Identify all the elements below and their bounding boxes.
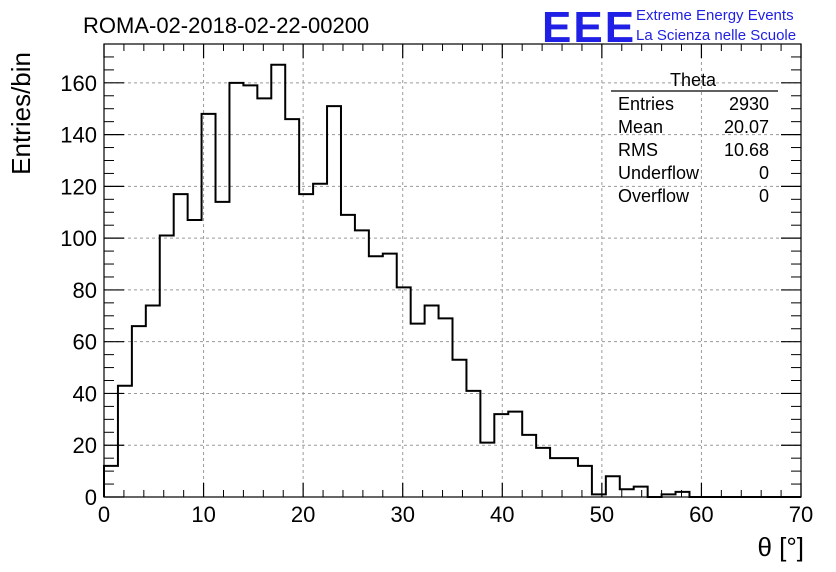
- histogram-bin: [508, 412, 522, 497]
- stats-label: Overflow: [618, 186, 690, 206]
- histogram-bin: [564, 458, 578, 497]
- histogram-bin: [327, 106, 341, 497]
- stats-title: Theta: [670, 70, 717, 90]
- stats-label: RMS: [618, 140, 658, 160]
- chart-title: ROMA-02-2018-02-22-00200: [83, 13, 369, 38]
- y-axis-label: Entries/bin: [6, 52, 36, 175]
- histogram-bin: [216, 202, 230, 497]
- stats-value: 0: [759, 186, 769, 206]
- histogram-bin: [466, 391, 480, 497]
- stats-label: Mean: [618, 117, 663, 137]
- y-tick-label: 140: [60, 123, 97, 148]
- x-tick-label: 30: [390, 502, 414, 527]
- eee-logo-line-2: La Scienza nelle Scuole: [636, 27, 796, 44]
- histogram-bin: [453, 360, 467, 497]
- y-tick-labels: 0 20 40 60 80 100 120 140 160: [60, 71, 97, 510]
- axis-ticks: [103, 43, 802, 498]
- y-tick-label: 0: [85, 485, 97, 510]
- histogram-bin: [118, 386, 132, 497]
- eee-logo: EEE Extreme Energy Events La Scienza nel…: [542, 3, 796, 52]
- x-tick-labels: 0 10 20 30 40 50 60 70: [98, 502, 813, 527]
- y-tick-label: 40: [73, 381, 97, 406]
- y-tick-label: 120: [60, 174, 97, 199]
- histogram-bin: [271, 65, 285, 497]
- y-tick-label: 160: [60, 71, 97, 96]
- histogram-bin: [188, 220, 202, 497]
- x-axis-label: θ [°]: [757, 532, 804, 562]
- grid-lines: [104, 44, 801, 497]
- histogram-bin: [494, 414, 508, 497]
- histogram-bin: [425, 305, 439, 497]
- histogram-bin: [174, 194, 188, 497]
- histogram-bin: [397, 287, 411, 497]
- histogram-bin: [257, 98, 271, 497]
- x-tick-label: 50: [590, 502, 614, 527]
- histogram-bin: [355, 230, 369, 497]
- histogram-bin: [313, 184, 327, 497]
- stats-value: 2930: [729, 94, 769, 114]
- plot-frame: [103, 43, 802, 498]
- x-tick-label: 60: [689, 502, 713, 527]
- histogram-bin: [522, 435, 536, 497]
- x-tick-label: 0: [98, 502, 110, 527]
- stats-value: 10.68: [724, 140, 769, 160]
- histogram-bin: [132, 326, 146, 497]
- y-tick-label: 80: [73, 278, 97, 303]
- stats-rows: Entries 2930 Mean 20.07 RMS 10.68 Underflow 0 Ov…: [618, 94, 769, 206]
- histogram-bin: [578, 466, 592, 497]
- stats-box: Theta Entries 2930 Mean 20.07 RMS 10.68 Underf…: [611, 70, 778, 206]
- histogram-bin: [536, 448, 550, 497]
- y-tick-label: 100: [60, 226, 97, 251]
- x-tick-label: 10: [191, 502, 215, 527]
- stats-value: 20.07: [724, 117, 769, 137]
- histogram-bin: [243, 85, 257, 497]
- histogram-outline: [103, 63, 801, 498]
- histogram-bin: [146, 305, 160, 497]
- x-tick-label: 40: [490, 502, 514, 527]
- histogram-bin: [634, 487, 648, 497]
- x-tick-label: 20: [291, 502, 315, 527]
- histogram-bin: [341, 215, 355, 497]
- histogram-bin: [160, 236, 174, 497]
- histogram-bin: [285, 119, 299, 497]
- histogram-bin: [480, 443, 494, 497]
- stats-label: Underflow: [618, 163, 700, 183]
- y-tick-label: 20: [73, 433, 97, 458]
- histogram-bin: [369, 256, 383, 497]
- histogram-bin: [299, 194, 313, 497]
- stats-label: Entries: [618, 94, 674, 114]
- y-tick-label: 60: [73, 330, 97, 355]
- stats-value: 0: [759, 163, 769, 183]
- histogram-bin: [104, 466, 118, 497]
- x-tick-label: 70: [789, 502, 813, 527]
- histogram-bin: [606, 476, 620, 497]
- histogram-bin: [439, 318, 453, 497]
- eee-logo-line-1: Extreme Energy Events: [636, 7, 794, 24]
- histogram-bin: [411, 324, 425, 497]
